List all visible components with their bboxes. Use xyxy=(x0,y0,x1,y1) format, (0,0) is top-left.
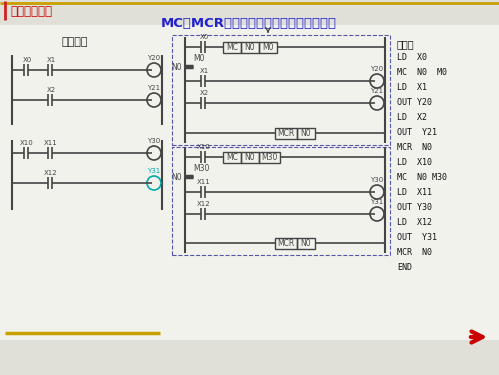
Text: MCR: MCR xyxy=(277,238,294,248)
Text: OUT  Y31: OUT Y31 xyxy=(397,233,437,242)
Bar xyxy=(223,152,241,162)
Text: X2: X2 xyxy=(200,90,209,96)
Text: OUT  Y21: OUT Y21 xyxy=(397,128,437,137)
Text: N0: N0 xyxy=(171,63,182,72)
Text: LD  X11: LD X11 xyxy=(397,188,432,197)
Text: X0: X0 xyxy=(200,34,209,40)
Text: OUT Y30: OUT Y30 xyxy=(397,203,432,212)
Bar xyxy=(275,237,297,249)
Text: X1: X1 xyxy=(200,68,209,74)
Text: MC  N0  M0: MC N0 M0 xyxy=(397,68,447,77)
Text: N0: N0 xyxy=(301,238,311,248)
Text: 基本逻辑指令: 基本逻辑指令 xyxy=(10,5,52,18)
Text: MC: MC xyxy=(226,153,238,162)
Text: LD  X12: LD X12 xyxy=(397,218,432,227)
Text: END: END xyxy=(397,263,412,272)
Text: Y30: Y30 xyxy=(147,138,161,144)
Text: LD  X2: LD X2 xyxy=(397,113,427,122)
Text: OUT Y20: OUT Y20 xyxy=(397,98,432,107)
Text: X0: X0 xyxy=(22,57,31,63)
Text: X2: X2 xyxy=(46,87,55,93)
Text: Y31: Y31 xyxy=(147,168,161,174)
Text: MCR: MCR xyxy=(277,129,294,138)
Text: LD  X1: LD X1 xyxy=(397,83,427,92)
Text: MCR  N0: MCR N0 xyxy=(397,248,432,257)
Text: X1: X1 xyxy=(46,57,55,63)
Text: MC  N0 M30: MC N0 M30 xyxy=(397,173,447,182)
Text: Y21: Y21 xyxy=(370,88,384,94)
Text: Y30: Y30 xyxy=(370,177,384,183)
Bar xyxy=(223,42,241,53)
Text: MC: MC xyxy=(226,42,238,51)
Text: LD  X10: LD X10 xyxy=(397,158,432,167)
Text: M30: M30 xyxy=(261,153,277,162)
Bar xyxy=(275,128,297,138)
Bar xyxy=(297,237,315,249)
Text: N0: N0 xyxy=(245,42,255,51)
Bar xyxy=(297,128,315,138)
Text: N0: N0 xyxy=(245,153,255,162)
Text: Y21: Y21 xyxy=(147,85,161,91)
Bar xyxy=(241,42,259,53)
Bar xyxy=(0,25,499,340)
Text: X11: X11 xyxy=(197,179,211,185)
Text: Y20: Y20 xyxy=(147,55,161,61)
Text: LD  X0: LD X0 xyxy=(397,53,427,62)
Text: X11: X11 xyxy=(44,140,58,146)
Text: Y31: Y31 xyxy=(370,199,384,205)
Bar xyxy=(241,152,259,162)
Text: N0: N0 xyxy=(301,129,311,138)
Text: Y20: Y20 xyxy=(370,66,384,72)
Text: X10: X10 xyxy=(197,144,211,150)
Text: MC、MCR：用于主控开始和主控结束指令: MC、MCR：用于主控开始和主控结束指令 xyxy=(161,17,337,30)
Text: X10: X10 xyxy=(20,140,34,146)
Bar xyxy=(259,42,277,53)
Bar xyxy=(259,152,280,162)
Text: N0: N0 xyxy=(171,172,182,182)
Text: MCR  N0: MCR N0 xyxy=(397,143,432,152)
Text: M0: M0 xyxy=(193,54,205,63)
Bar xyxy=(172,147,390,255)
Text: 原梯形图: 原梯形图 xyxy=(62,37,88,47)
Text: M30: M30 xyxy=(193,164,209,173)
Bar xyxy=(172,35,390,145)
Text: M0: M0 xyxy=(262,42,274,51)
Text: X12: X12 xyxy=(44,170,58,176)
Text: 指令表: 指令表 xyxy=(397,39,415,49)
Text: X12: X12 xyxy=(197,201,211,207)
